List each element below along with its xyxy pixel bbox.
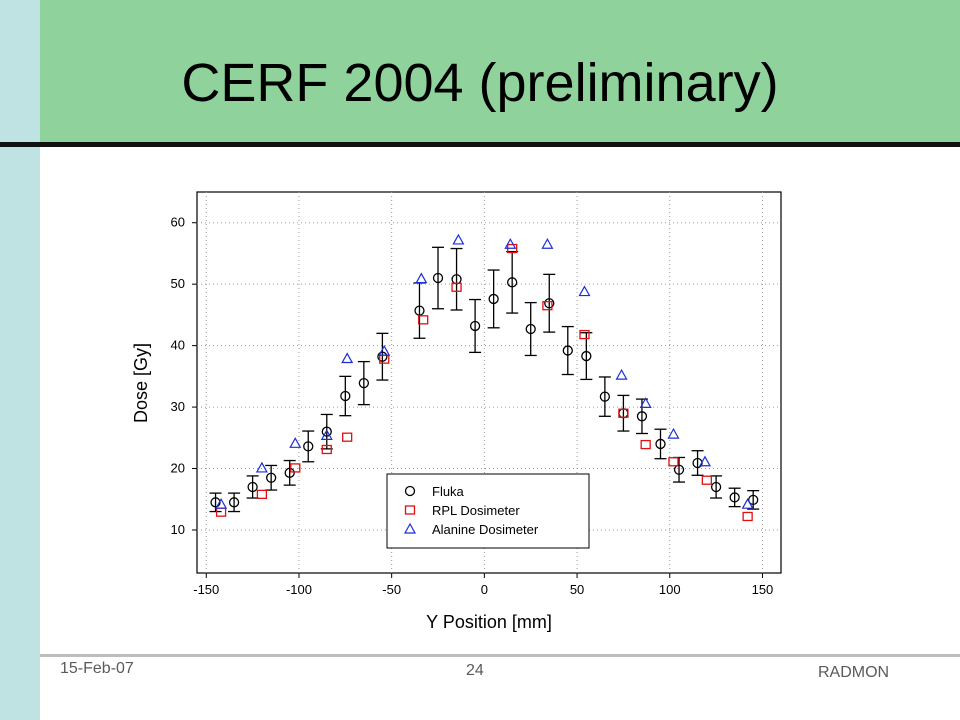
alanine-point xyxy=(741,497,754,509)
fluka-point xyxy=(729,492,740,503)
alanine-point xyxy=(341,352,354,364)
fluka-point xyxy=(710,481,722,493)
fluka-point xyxy=(432,272,444,284)
alanine-point xyxy=(504,237,517,249)
fluka-point xyxy=(414,305,425,316)
x-tick-label: 100 xyxy=(659,582,681,597)
fluka-point xyxy=(340,390,351,402)
y-tick-label: 10 xyxy=(171,522,185,537)
fluka-point xyxy=(469,320,481,332)
rpl-point xyxy=(342,432,353,442)
alanine-point xyxy=(541,237,554,249)
y-tick-label: 60 xyxy=(171,215,185,230)
rpl-point xyxy=(668,457,679,467)
fluka-point xyxy=(247,481,258,493)
x-tick-label: -150 xyxy=(193,582,219,597)
fluka-point xyxy=(507,277,518,288)
alanine-point xyxy=(255,461,268,473)
fluka-point xyxy=(562,345,573,356)
fluka-point xyxy=(321,426,332,437)
alanine-point xyxy=(320,429,333,440)
slide-title: CERF 2004 (preliminary) xyxy=(181,53,779,113)
rpl-point xyxy=(640,439,651,450)
fluka-point xyxy=(544,298,555,309)
alanine-point xyxy=(415,272,428,284)
x-tick-label: 150 xyxy=(752,582,774,597)
legend-marker xyxy=(404,505,416,515)
rpl-point xyxy=(451,282,462,292)
fluka-point xyxy=(284,467,295,478)
fluka-point xyxy=(655,438,666,450)
page-number: 24 xyxy=(466,662,484,679)
rpl-point xyxy=(618,408,629,418)
y-tick-label: 30 xyxy=(171,399,185,414)
alanine-point xyxy=(452,233,465,245)
fluka-point xyxy=(377,351,388,362)
y-tick-label: 40 xyxy=(171,338,185,353)
left-accent-bar xyxy=(0,0,40,720)
alanine-point xyxy=(289,437,302,448)
alanine-point xyxy=(615,368,628,380)
alanine-point xyxy=(578,285,591,297)
alanine-point xyxy=(215,497,228,509)
alanine-point xyxy=(667,427,680,439)
y-tick-label: 50 xyxy=(171,276,185,291)
legend-marker xyxy=(404,485,416,497)
fluka-point xyxy=(303,441,314,452)
legend-label: Fluka xyxy=(432,484,465,499)
alanine-point xyxy=(378,344,391,356)
rpl-point xyxy=(290,463,301,473)
legend-marker xyxy=(403,522,417,534)
rpl-point xyxy=(418,315,429,325)
rpl-point xyxy=(701,475,712,485)
alanine-point xyxy=(698,455,712,467)
fluka-point xyxy=(525,323,536,335)
rpl-point xyxy=(256,489,268,499)
footer-date: 15-Feb-07 xyxy=(60,660,134,677)
footer-label: RADMON xyxy=(818,664,890,681)
alanine-point xyxy=(639,397,652,408)
fluka-point xyxy=(673,464,685,475)
fluka-point xyxy=(581,350,592,362)
rpl-point xyxy=(321,444,332,455)
fluka-point xyxy=(636,411,648,422)
header-band xyxy=(40,0,960,142)
rpl-point xyxy=(579,329,590,340)
x-tick-label: 50 xyxy=(570,582,584,597)
x-axis-title: Y Position [mm] xyxy=(426,612,552,632)
fluka-point xyxy=(266,472,277,483)
fluka-point xyxy=(358,377,370,389)
fluka-point xyxy=(599,391,611,402)
plot-frame xyxy=(196,191,782,574)
x-tick-label: -100 xyxy=(286,582,312,597)
footer-divider xyxy=(40,654,960,657)
header-divider xyxy=(0,142,960,147)
rpl-point xyxy=(742,511,753,522)
rpl-point xyxy=(542,301,553,311)
y-axis-title: Dose [Gy] xyxy=(131,343,151,423)
legend-box xyxy=(386,473,590,549)
y-tick-label: 20 xyxy=(171,461,185,476)
fluka-point xyxy=(210,497,221,508)
legend-label: RPL Dosimeter xyxy=(432,503,520,518)
legend-label: Alanine Dosimeter xyxy=(432,522,539,537)
x-tick-label: 0 xyxy=(481,582,488,597)
fluka-point xyxy=(488,293,499,305)
x-tick-label: -50 xyxy=(382,582,401,597)
fluka-point xyxy=(228,497,240,508)
